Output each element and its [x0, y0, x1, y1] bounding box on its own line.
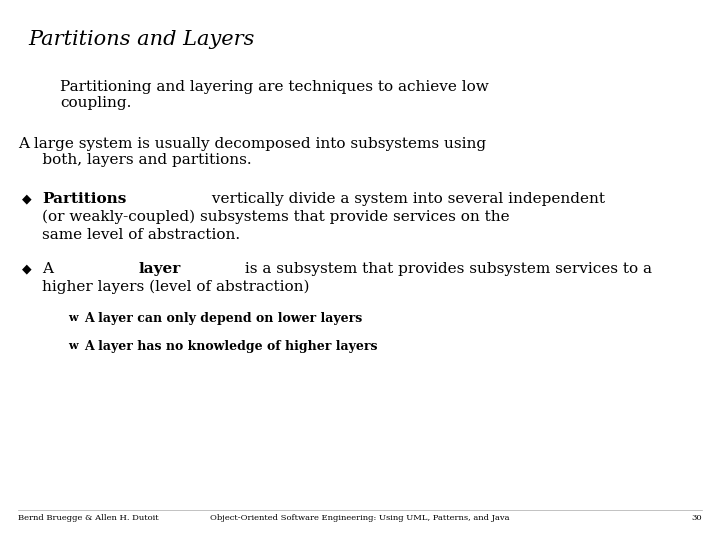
Text: ◆: ◆ [22, 262, 32, 275]
Text: 30: 30 [691, 514, 702, 522]
Text: A large system is usually decomposed into subsystems using
     both, layers and: A large system is usually decomposed int… [18, 137, 486, 167]
Text: w: w [68, 312, 78, 323]
Text: A layer can only depend on lower layers: A layer can only depend on lower layers [84, 312, 362, 325]
Text: layer: layer [138, 262, 181, 276]
Text: same level of abstraction.: same level of abstraction. [42, 228, 240, 242]
Text: Bernd Bruegge & Allen H. Dutoit: Bernd Bruegge & Allen H. Dutoit [18, 514, 158, 522]
Text: (or weakly-coupled) subsystems that provide services on the: (or weakly-coupled) subsystems that prov… [42, 210, 510, 225]
Text: vertically divide a system into several independent: vertically divide a system into several … [207, 192, 605, 206]
Text: A layer has no knowledge of higher layers: A layer has no knowledge of higher layer… [84, 340, 377, 353]
Text: w: w [68, 340, 78, 351]
Text: ◆: ◆ [22, 192, 32, 205]
Text: is a subsystem that provides subsystem services to a: is a subsystem that provides subsystem s… [240, 262, 652, 276]
Text: Partitions: Partitions [42, 192, 127, 206]
Text: higher layers (level of abstraction): higher layers (level of abstraction) [42, 280, 310, 294]
Text: Partitions and Layers: Partitions and Layers [28, 30, 254, 49]
Text: Partitioning and layering are techniques to achieve low
coupling.: Partitioning and layering are techniques… [60, 80, 489, 110]
Text: A: A [42, 262, 58, 276]
Text: Object-Oriented Software Engineering: Using UML, Patterns, and Java: Object-Oriented Software Engineering: Us… [210, 514, 510, 522]
